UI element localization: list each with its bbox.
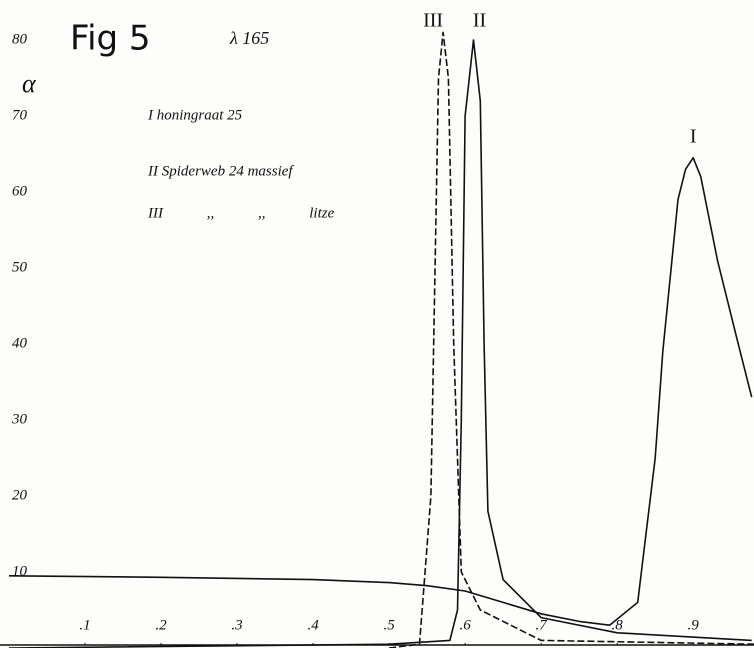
y-tick-label: 30 <box>11 411 28 427</box>
y-tick-label: 80 <box>12 31 28 47</box>
chart-subtitle: λ 165 <box>229 28 269 48</box>
y-tick-label: 20 <box>12 487 28 503</box>
y-tick-label: 50 <box>12 259 28 275</box>
chart-title: Fig 5 <box>70 19 151 59</box>
legend-note: III ,, ,, litze <box>147 205 335 221</box>
y-tick-label: 60 <box>12 183 28 199</box>
peak-label: I <box>690 125 697 147</box>
y-axis-label: α <box>22 69 37 98</box>
x-tick-label: .3 <box>231 617 242 633</box>
legend-note: I honingraat 25 <box>147 107 243 123</box>
y-tick-label: 70 <box>12 107 28 123</box>
x-tick-label: .4 <box>307 617 319 633</box>
peak-label: II <box>473 10 486 32</box>
x-tick-label: .6 <box>459 617 471 633</box>
x-tick-label: .8 <box>612 617 624 633</box>
x-tick-label: .5 <box>383 617 395 633</box>
x-tick-label: .9 <box>688 617 700 633</box>
x-tick-label: .7 <box>536 617 549 633</box>
x-tick-label: .1 <box>79 617 90 633</box>
y-tick-label: 40 <box>12 335 28 351</box>
x-tick-label: .2 <box>155 617 167 633</box>
series-line <box>8 157 753 626</box>
series-line <box>8 39 752 648</box>
y-tick-label: 10 <box>12 563 28 579</box>
legend-note: II Spiderweb 24 massief <box>147 163 294 179</box>
peak-label: III <box>423 10 443 32</box>
